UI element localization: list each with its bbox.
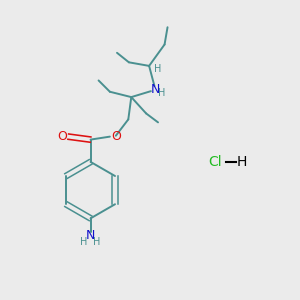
Text: N: N — [150, 83, 160, 96]
Text: H: H — [158, 88, 165, 98]
Text: Cl: Cl — [208, 155, 222, 169]
Text: O: O — [57, 130, 67, 142]
Text: N: N — [86, 229, 95, 242]
Text: H: H — [237, 155, 247, 169]
Text: H: H — [93, 237, 100, 247]
Text: O: O — [111, 130, 121, 142]
Text: H: H — [80, 237, 88, 247]
Text: H: H — [154, 64, 161, 74]
